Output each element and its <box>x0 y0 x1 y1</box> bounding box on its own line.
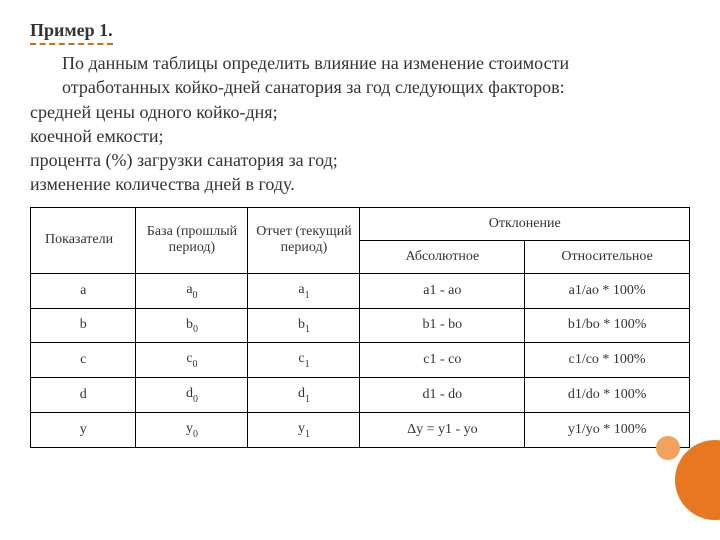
col-header-absolute: Абсолютное <box>360 240 525 273</box>
cell-absolute: d1 - do <box>360 378 525 413</box>
corner-decoration <box>640 430 720 530</box>
cell-report: y1 <box>248 412 360 447</box>
cell-base: c0 <box>136 343 248 378</box>
circle-small-icon <box>656 436 680 460</box>
cell-indicator: d <box>31 378 136 413</box>
cell-relative: d1/do * 100% <box>525 378 690 413</box>
cell-base: y0 <box>136 412 248 447</box>
table-row: dd0d1d1 - dod1/do * 100% <box>31 378 690 413</box>
cell-indicator: b <box>31 308 136 343</box>
cell-relative: c1/co * 100% <box>525 343 690 378</box>
cell-relative: a1/ao * 100% <box>525 273 690 308</box>
cell-relative: b1/bo * 100% <box>525 308 690 343</box>
cell-absolute: a1 - ao <box>360 273 525 308</box>
table-row: cc0c1c1 - coc1/co * 100% <box>31 343 690 378</box>
title-text: Пример 1. <box>30 20 113 45</box>
slide: Пример 1. По данным таблицы определить в… <box>0 0 720 540</box>
cell-report: b1 <box>248 308 360 343</box>
body-line-6: изменение количества дней в году. <box>30 172 690 196</box>
data-table: Показатели База (прошлый период) Отчет (… <box>30 207 690 448</box>
cell-report: a1 <box>248 273 360 308</box>
body-line-5: процента (%) загрузки санатория за год; <box>30 148 690 172</box>
cell-absolute: b1 - bo <box>360 308 525 343</box>
col-header-report: Отчет (текущий период) <box>248 207 360 273</box>
col-header-indicators: Показатели <box>31 207 136 273</box>
col-header-relative: Относительное <box>525 240 690 273</box>
cell-base: b0 <box>136 308 248 343</box>
body-line-2: отработанных койко-дней санатория за год… <box>30 75 690 99</box>
body-text: По данным таблицы определить влияние на … <box>30 51 690 197</box>
cell-base: d0 <box>136 378 248 413</box>
circle-big-icon <box>675 440 720 520</box>
table-row: yy0y1Δy = y1 - yoy1/yo * 100% <box>31 412 690 447</box>
body-line-3: средней цены одного койко-дня; <box>30 100 690 124</box>
cell-indicator: c <box>31 343 136 378</box>
table-row: bb0b1b1 - bob1/bo * 100% <box>31 308 690 343</box>
cell-indicator: a <box>31 273 136 308</box>
body-line-1: По данным таблицы определить влияние на … <box>30 51 690 75</box>
table-row: aa0a1a1 - aoa1/ao * 100% <box>31 273 690 308</box>
table-header-row-1: Показатели База (прошлый период) Отчет (… <box>31 207 690 240</box>
cell-report: d1 <box>248 378 360 413</box>
cell-base: a0 <box>136 273 248 308</box>
table-head: Показатели База (прошлый период) Отчет (… <box>31 207 690 273</box>
col-header-base: База (прошлый период) <box>136 207 248 273</box>
body-line-4: коечной емкости; <box>30 124 690 148</box>
cell-absolute: c1 - co <box>360 343 525 378</box>
table-body: aa0a1a1 - aoa1/ao * 100%bb0b1b1 - bob1/b… <box>31 273 690 447</box>
col-header-deviation: Отклонение <box>360 207 690 240</box>
example-title: Пример 1. <box>30 20 690 45</box>
cell-indicator: y <box>31 412 136 447</box>
cell-report: c1 <box>248 343 360 378</box>
cell-absolute: Δy = y1 - yo <box>360 412 525 447</box>
